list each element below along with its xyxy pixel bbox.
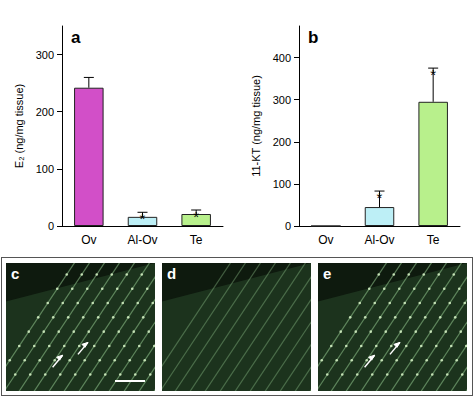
svg-text:e: e bbox=[323, 265, 331, 282]
svg-text:Ov: Ov bbox=[318, 233, 333, 247]
svg-text:Ov: Ov bbox=[81, 233, 96, 247]
svg-text:300: 300 bbox=[36, 49, 54, 61]
svg-text:0: 0 bbox=[48, 220, 54, 232]
svg-text:200: 200 bbox=[273, 136, 291, 148]
svg-text:100: 100 bbox=[36, 163, 54, 175]
svg-text:400: 400 bbox=[273, 52, 291, 64]
svg-text:*: * bbox=[193, 208, 199, 225]
svg-text:0: 0 bbox=[285, 220, 291, 232]
svg-text:d: d bbox=[167, 265, 176, 282]
svg-text:100: 100 bbox=[273, 178, 291, 190]
svg-text:11-KT (ng/mg tissue): 11-KT (ng/mg tissue) bbox=[250, 75, 262, 177]
svg-text:200: 200 bbox=[36, 106, 54, 118]
svg-text:Al-Ov: Al-Ov bbox=[365, 233, 395, 247]
svg-text:c: c bbox=[11, 265, 19, 282]
svg-text:a: a bbox=[71, 28, 81, 47]
svg-text:Te: Te bbox=[427, 233, 440, 247]
svg-text:*: * bbox=[377, 189, 383, 206]
svg-text:*: * bbox=[430, 66, 436, 83]
svg-text:Te: Te bbox=[190, 233, 203, 247]
svg-text:b: b bbox=[308, 28, 318, 47]
svg-text:E₂ (ng/mg tissue): E₂ (ng/mg tissue) bbox=[13, 84, 25, 168]
svg-text:300: 300 bbox=[273, 94, 291, 106]
svg-text:*: * bbox=[140, 210, 146, 227]
svg-text:Al-Ov: Al-Ov bbox=[128, 233, 158, 247]
